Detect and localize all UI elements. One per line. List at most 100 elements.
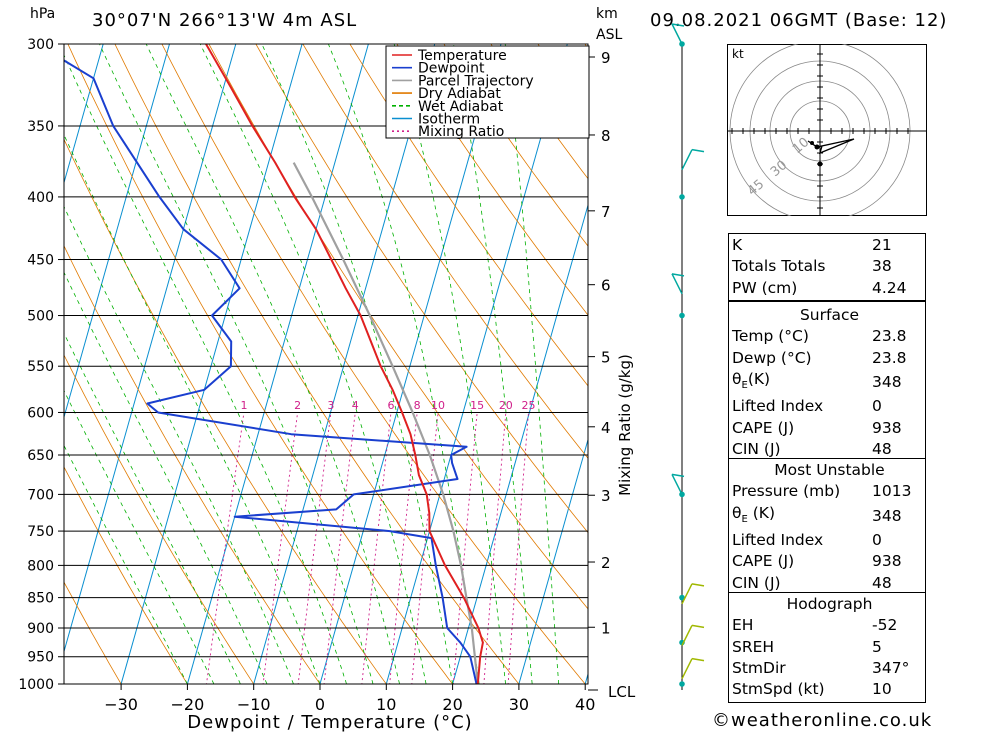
index-label: Lifted Index: [732, 397, 824, 416]
index-value: 348: [872, 506, 902, 525]
index-row: θE (K) 348: [728, 503, 927, 530]
wind-barb: [681, 583, 693, 605]
index-value: 0: [872, 530, 882, 549]
isotherm-line: [518, 437, 588, 684]
index-label: CAPE (J): [732, 552, 795, 571]
pressure-unit-label: hPa: [30, 6, 56, 22]
wind-barb-flag: [691, 624, 705, 629]
section-title-row: Surface: [728, 305, 927, 326]
wet-adiabat-line: [64, 134, 321, 684]
index-value: 5: [872, 637, 882, 656]
hodograph-frame: [727, 44, 927, 216]
wind-level-dot: [679, 312, 685, 319]
height-tick-label: 5: [601, 349, 611, 367]
dry-adiabat-line: [302, 44, 588, 459]
wind-level-dot: [679, 681, 685, 687]
wet-adiabat-line: [64, 54, 347, 684]
surface-table: Surface Temp (°C) 23.8 Dewp (°C) 23.8 θE(K) 34…: [728, 305, 927, 460]
index-row: CAPE (J) 938: [728, 418, 927, 439]
wind-barb: [671, 273, 683, 295]
location-title: 30°07'N 266°13'W 4m ASL: [92, 10, 358, 31]
legend-box: [385, 45, 590, 139]
wind-barb-flag: [671, 23, 685, 27]
wind-level-dot: [679, 594, 685, 601]
wind-barb: [671, 474, 683, 495]
pressure-tick-label: 950: [27, 650, 54, 666]
copyright: ©weatheronline.co.uk: [712, 710, 933, 731]
pressure-tick-label: 750: [27, 524, 54, 540]
dry-adiabat-line: [64, 354, 255, 684]
mixing-ratio-line: [262, 412, 299, 684]
index-value: -52: [872, 616, 898, 635]
mixing-ratio-line: [323, 412, 356, 684]
index-row: PW (cm) 4.24: [728, 278, 927, 299]
mixing-ratio-label: 1: [240, 399, 247, 412]
index-value: 48: [872, 573, 892, 592]
temperature-tick-label: −10: [237, 695, 271, 714]
index-row: EH -52: [728, 615, 927, 636]
dry-adiabat-line: [64, 138, 387, 684]
legend-label: Dewpoint: [418, 61, 485, 77]
axes: 3003504004505005506006507007508008509009…: [18, 37, 635, 733]
wet-adiabat-line: [64, 444, 188, 684]
index-label: PW (cm): [732, 278, 798, 297]
temperature-tick-label: −20: [171, 695, 205, 714]
most-unstable-table: Most Unstable Pressure (mb) 1013 θE (K) 348 L…: [728, 460, 927, 594]
temperature-tick-label: 30: [509, 695, 529, 714]
pressure-tick-label: 1000: [18, 677, 54, 693]
wet-adiabat-line: [64, 271, 268, 684]
mixing-ratio-label: 25: [522, 399, 536, 412]
wind-barb-flag: [671, 473, 685, 478]
mixing-ratio-label: 8: [414, 399, 421, 412]
wet-adiabat-line: [64, 332, 241, 684]
index-value: 938: [872, 418, 902, 437]
index-label: K: [732, 236, 743, 254]
section-title-row: Most Unstable: [728, 460, 927, 481]
mixing-ratio-label: 15: [470, 399, 484, 412]
pressure-tick-label: 900: [27, 621, 54, 637]
height-tick-label: 3: [601, 487, 611, 505]
index-value: 4.24: [872, 278, 907, 297]
hodograph-box: [728, 592, 926, 703]
height-tick-label: 4: [601, 419, 611, 437]
index-label: StmDir: [732, 658, 786, 677]
isotherm-line: [452, 203, 588, 684]
index-label: CIN (J): [732, 439, 781, 458]
index-label: Totals Totals: [732, 257, 826, 276]
pressure-tick-label: 400: [27, 190, 54, 206]
temperature-tick-label: −30: [104, 695, 138, 714]
temperature-tick-label: 0: [315, 695, 325, 714]
hodograph-unit: kt: [732, 47, 744, 61]
dry-adiabat-line: [64, 581, 122, 684]
index-label: StmSpd (kt): [732, 680, 825, 699]
pressure-tick-label: 800: [27, 558, 54, 574]
index-label: Pressure (mb): [732, 482, 841, 501]
temperature-tick-label: 40: [575, 695, 595, 714]
wind-barb: [681, 625, 693, 646]
wind-barb: [681, 149, 693, 170]
wet-adiabat-line: [261, 44, 453, 684]
height-tick-label: 7: [601, 203, 611, 221]
dry-adiabat-line: [255, 44, 588, 534]
km-unit-label: km: [596, 6, 618, 22]
wet-adiabat-line: [64, 389, 215, 684]
pressure-tick-label: 550: [27, 359, 54, 375]
temperature-line: [205, 44, 484, 684]
height-tick-label: 1: [601, 619, 611, 637]
dry-adiabat-line: [114, 44, 520, 684]
index-value: 0: [872, 397, 882, 416]
datetime-title: 09.08.2021 06GMT (Base: 12): [650, 10, 948, 31]
index-label: EH: [732, 616, 754, 635]
legend-label: Parcel Trajectory: [418, 73, 534, 89]
index-row: K 21: [728, 235, 927, 256]
index-label: SREH: [732, 637, 775, 656]
isotherm-line: [120, 44, 303, 684]
index-row: StmSpd (kt) 10: [728, 679, 927, 700]
index-row: θE(K) 348: [728, 369, 927, 396]
background-lines: [64, 44, 588, 684]
isotherm-line: [64, 44, 104, 185]
mixing-ratio-label: 20: [499, 399, 513, 412]
index-value: 10: [872, 680, 892, 699]
